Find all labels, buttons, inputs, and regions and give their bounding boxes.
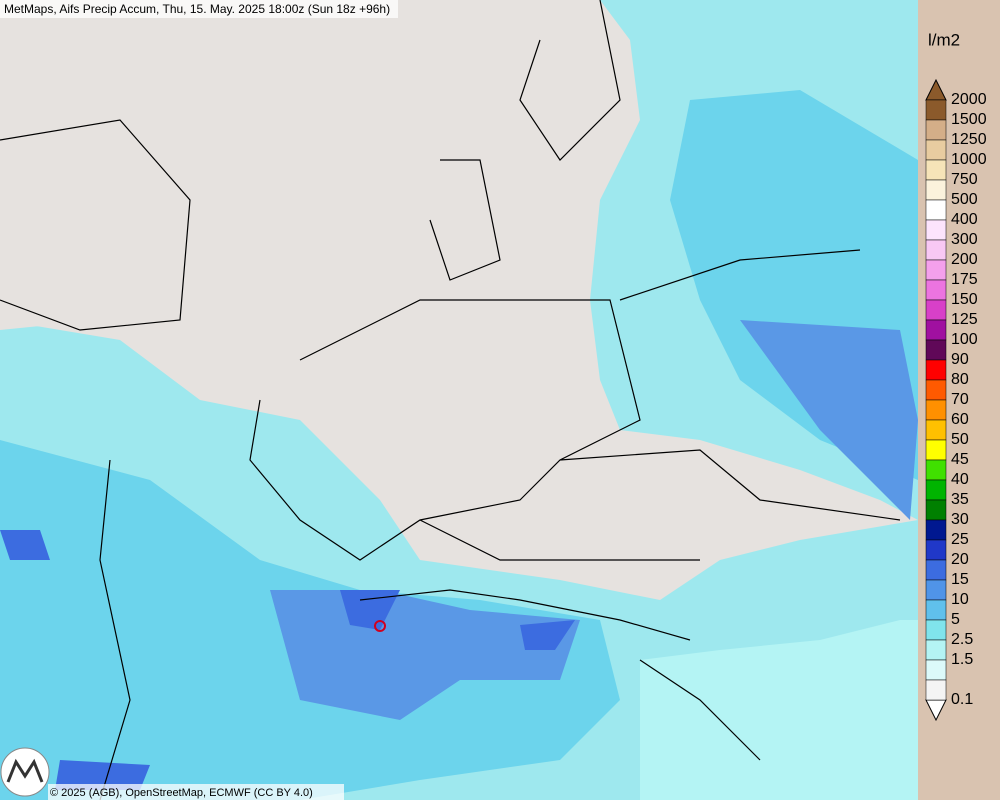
legend-label: 750 xyxy=(951,171,978,188)
legend-swatch xyxy=(925,379,947,401)
legend-swatch xyxy=(925,239,947,261)
credit: © 2025 (AGB), OpenStreetMap, ECMWF (CC B… xyxy=(50,787,313,799)
legend-swatch xyxy=(925,659,947,681)
legend-swatch xyxy=(925,599,947,621)
legend-swatch xyxy=(925,519,947,541)
legend-swatch xyxy=(925,539,947,561)
legend-swatch xyxy=(925,479,947,501)
legend-label: 150 xyxy=(951,291,978,308)
title-bg xyxy=(0,0,398,18)
legend-label: 1.5 xyxy=(951,651,973,668)
legend-swatch xyxy=(925,179,947,201)
legend-label: 50 xyxy=(951,431,969,448)
legend-label: 45 xyxy=(951,451,969,468)
legend-label: 125 xyxy=(951,311,978,328)
legend-swatch xyxy=(925,99,947,121)
legend-swatch xyxy=(925,579,947,601)
legend-label: 1250 xyxy=(951,131,987,148)
legend-swatch xyxy=(925,499,947,521)
legend-swatch xyxy=(925,259,947,281)
legend-label: 80 xyxy=(951,371,969,388)
precip-area xyxy=(640,620,918,800)
legend-label: 100 xyxy=(951,331,978,348)
legend-label: 1000 xyxy=(951,151,987,168)
legend-label: 25 xyxy=(951,531,969,548)
legend-label: 60 xyxy=(951,411,969,428)
legend-label: 40 xyxy=(951,471,969,488)
legend-label: 175 xyxy=(951,271,978,288)
title: MetMaps, Aifs Precip Accum, Thu, 15. May… xyxy=(4,2,390,16)
legend-label: 2000 xyxy=(951,91,987,108)
credit-bg xyxy=(48,784,344,800)
legend-label: 15 xyxy=(951,571,969,588)
legend-swatch xyxy=(925,639,947,661)
legend-label: 90 xyxy=(951,351,969,368)
legend-swatch xyxy=(925,139,947,161)
location-marker xyxy=(374,620,386,632)
legend-label: 1500 xyxy=(951,111,987,128)
legend-label: 35 xyxy=(951,491,969,508)
precip-area xyxy=(270,590,580,720)
legend-label: 400 xyxy=(951,211,978,228)
legend-label: 0.1 xyxy=(951,691,973,708)
legend-swatch xyxy=(925,219,947,241)
legend-swatch xyxy=(925,559,947,581)
logo xyxy=(0,747,50,797)
legend-label: 30 xyxy=(951,511,969,528)
legend-label: 10 xyxy=(951,591,969,608)
legend-swatch xyxy=(925,619,947,641)
legend-swatch xyxy=(925,419,947,441)
legend-label: 5 xyxy=(951,611,960,628)
precip-area xyxy=(740,320,918,520)
legend-swatch xyxy=(925,399,947,421)
legend-swatch xyxy=(925,159,947,181)
legend-swatch xyxy=(925,339,947,361)
legend-label: 70 xyxy=(951,391,969,408)
land-dry xyxy=(0,0,630,340)
legend-label: 200 xyxy=(951,251,978,268)
legend-unit: l/m2 xyxy=(928,30,960,49)
legend-swatch xyxy=(925,299,947,321)
logo-mark xyxy=(6,758,44,783)
legend-label: 20 xyxy=(951,551,969,568)
legend-label: 2.5 xyxy=(951,631,973,648)
legend-swatch xyxy=(925,439,947,461)
legend-swatch xyxy=(925,119,947,141)
legend-swatch xyxy=(925,319,947,341)
legend-label: 500 xyxy=(951,191,978,208)
legend-label: 300 xyxy=(951,231,978,248)
legend-swatch xyxy=(925,359,947,381)
legend-swatch xyxy=(925,679,947,701)
legend-swatch xyxy=(925,279,947,301)
boundaries xyxy=(0,0,901,800)
legend-swatch xyxy=(925,459,947,481)
legend-swatch xyxy=(925,199,947,221)
